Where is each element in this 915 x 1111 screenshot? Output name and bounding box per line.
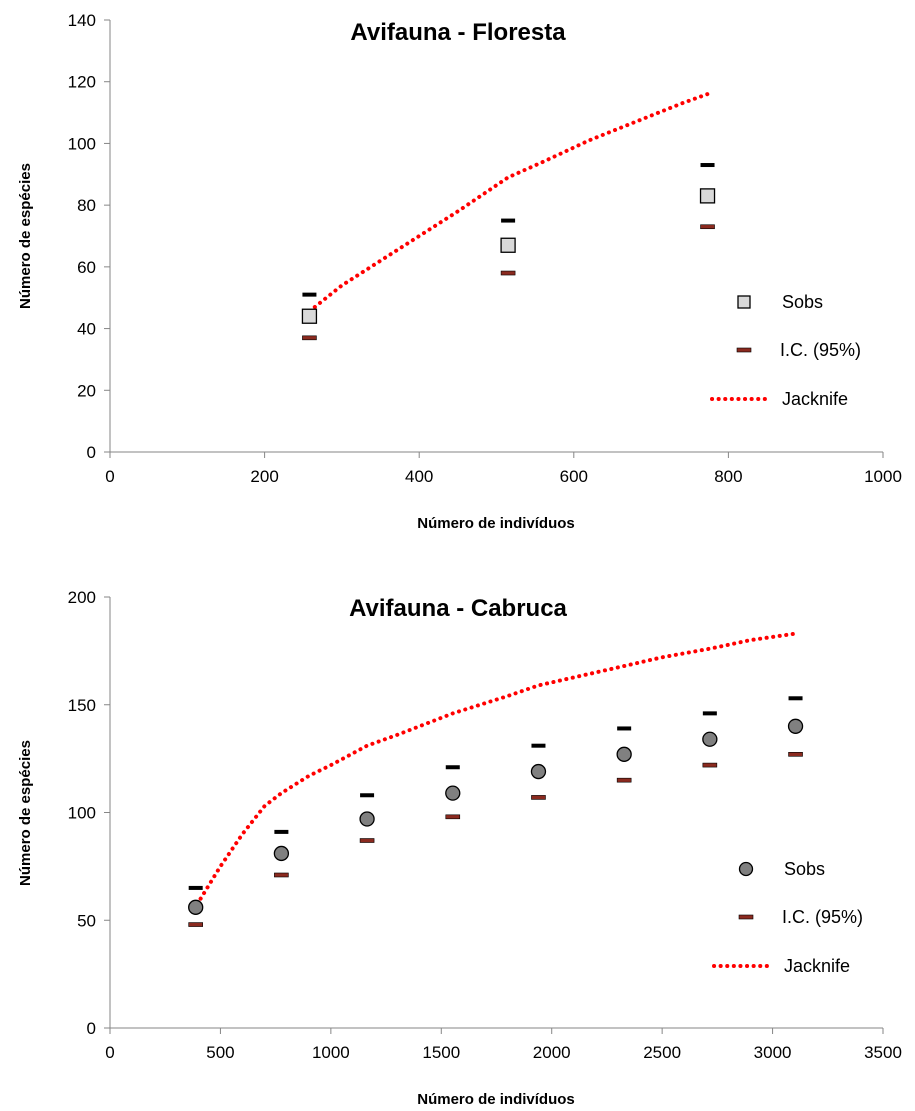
x-tick-label: 0 — [105, 467, 114, 486]
ci-upper-mark — [501, 218, 516, 223]
sobs-point — [500, 237, 516, 253]
sobs-point — [702, 731, 718, 747]
jacknife-series-line — [198, 631, 798, 901]
legend: Sobs I.C. (95%) Jacknife — [712, 859, 863, 976]
sobs-point — [273, 845, 290, 862]
y-tick-label: 20 — [77, 381, 96, 400]
ci-lower-mark — [302, 335, 317, 341]
x-tick-label: 1500 — [422, 1043, 460, 1062]
y-tick-label: 0 — [87, 443, 96, 462]
ci-upper-mark — [702, 711, 717, 716]
chart-title: Avifauna - Floresta — [350, 19, 566, 46]
ci-lower-mark — [702, 762, 718, 768]
sobs-point — [359, 811, 375, 827]
x-tick-label: 1000 — [864, 467, 902, 486]
sobs-point — [188, 899, 204, 915]
chart-panel-1: 0 20 40 60 80 100 120 140 0 200 400 600 800 1000 Avifa… — [17, 11, 902, 532]
sobs-point — [616, 746, 632, 762]
y-tick-label: 100 — [68, 804, 96, 823]
legend-sobs-marker — [737, 295, 751, 309]
y-tick-label: 60 — [77, 258, 96, 277]
x-tick-label: 400 — [405, 467, 433, 486]
ci-upper-mark — [788, 696, 803, 701]
ci-lower-mark — [616, 777, 632, 783]
ci-upper-mark — [188, 885, 203, 890]
y-tick-label: 140 — [68, 11, 96, 30]
y-tick-label: 150 — [68, 696, 96, 715]
ci-lower-mark — [500, 270, 516, 276]
ci-lower-mark — [788, 752, 803, 757]
ci-upper-mark — [302, 292, 317, 297]
ci-lower-mark — [274, 872, 289, 878]
legend: Sobs I.C. (95%) Jacknife — [710, 292, 861, 409]
sobs-point — [787, 718, 804, 734]
x-tick-label: 0 — [105, 1043, 114, 1062]
sobs-point — [530, 763, 547, 780]
ci-lower-mark — [359, 838, 375, 843]
legend-ci-marker — [738, 914, 754, 920]
ci-lower-mark — [531, 795, 546, 800]
sobs-point — [699, 188, 716, 204]
x-tick-label: 600 — [560, 467, 588, 486]
y-axis-label: Número de espécies — [17, 163, 34, 309]
y-tick-label: 0 — [87, 1019, 96, 1038]
ci-upper-mark — [445, 765, 460, 770]
ci-lower-mark — [700, 224, 715, 230]
sobs-point — [445, 785, 461, 801]
y-tick-label: 50 — [77, 911, 96, 930]
ci-upper-mark — [617, 726, 632, 731]
ci-upper-mark — [531, 743, 546, 748]
x-tick-label: 500 — [206, 1043, 234, 1062]
legend-label: I.C. (95%) — [780, 340, 861, 360]
x-tick-label: 1000 — [312, 1043, 350, 1062]
y-tick-label: 80 — [77, 196, 96, 215]
x-tick-label: 2000 — [533, 1043, 571, 1062]
legend-label: Sobs — [782, 292, 823, 312]
x-tick-label: 3000 — [754, 1043, 792, 1062]
x-axis-label: Número de indivíduos — [417, 515, 575, 532]
ci-upper-mark — [274, 829, 289, 834]
ci-upper-mark — [360, 793, 375, 798]
x-axis-label: Número de indivíduos — [417, 1091, 575, 1108]
legend-label: Jacknife — [782, 389, 848, 409]
y-axis-label: Número de espécies — [17, 740, 34, 886]
legend-label: Sobs — [784, 859, 825, 879]
legend-label: Jacknife — [784, 956, 850, 976]
legend-sobs-marker — [738, 861, 754, 877]
ci-upper-mark — [700, 163, 715, 168]
jacknife-series-line — [312, 92, 710, 309]
y-tick-label: 120 — [68, 73, 96, 92]
x-tick-label: 2500 — [643, 1043, 681, 1062]
legend-ci-marker — [736, 347, 752, 353]
ci-lower-mark — [188, 922, 203, 927]
y-tick-label: 40 — [77, 320, 96, 339]
x-tick-label: 200 — [250, 467, 278, 486]
sobs-point — [301, 308, 318, 324]
ci-lower-mark — [445, 814, 461, 820]
chart-title: Avifauna - Cabruca — [349, 595, 567, 622]
y-tick-label: 100 — [68, 134, 96, 153]
y-tick-label: 200 — [68, 588, 96, 607]
x-tick-label: 800 — [714, 467, 742, 486]
x-tick-label: 3500 — [864, 1043, 902, 1062]
legend-label: I.C. (95%) — [782, 907, 863, 927]
